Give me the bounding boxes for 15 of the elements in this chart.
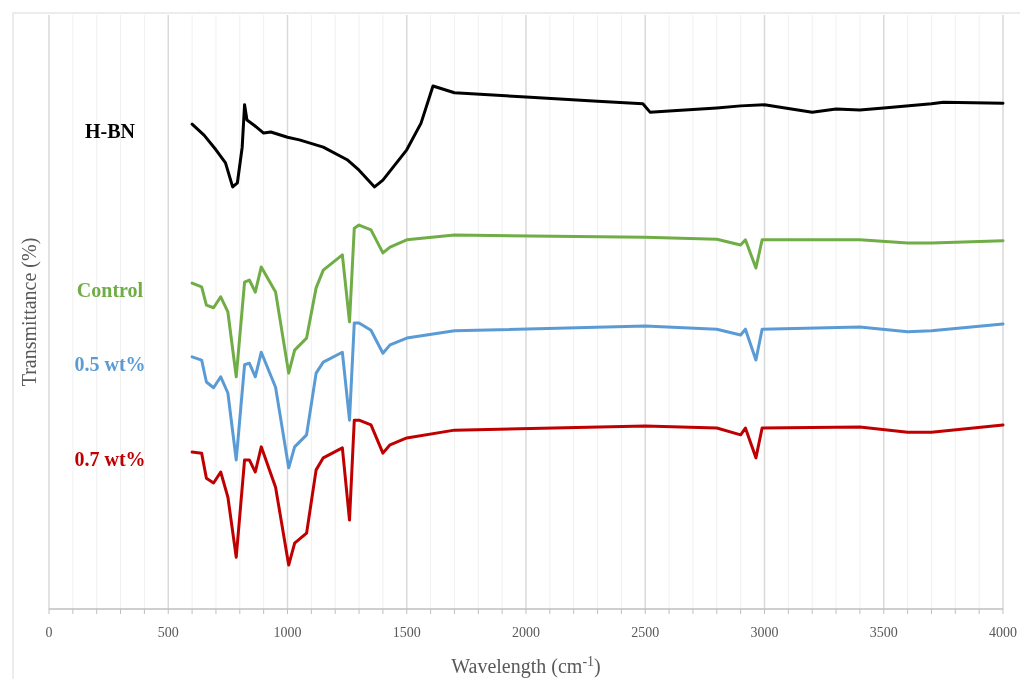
x-tick-label: 2500 xyxy=(631,625,660,640)
x-tick-label: 3500 xyxy=(869,625,898,640)
x-tick-label: 1000 xyxy=(273,625,302,640)
x-tick-label: 0 xyxy=(45,625,53,640)
x-tick-label: 500 xyxy=(157,625,179,640)
x-tick-label: 3000 xyxy=(750,625,779,640)
x-tick-label: 2000 xyxy=(512,625,540,640)
text: H-BN xyxy=(85,120,136,143)
text: 0.7 wt% xyxy=(74,448,146,471)
x-tick-label: 1500 xyxy=(392,625,421,640)
y-axis-title: Transmittance (%) xyxy=(18,237,41,387)
x-tick-label: 4000 xyxy=(989,625,1017,640)
x-axis-title: Wavelength (cm$^{-1}$) xyxy=(451,653,601,678)
text: Control xyxy=(76,279,144,302)
text: 0.5 wt% xyxy=(74,352,146,375)
